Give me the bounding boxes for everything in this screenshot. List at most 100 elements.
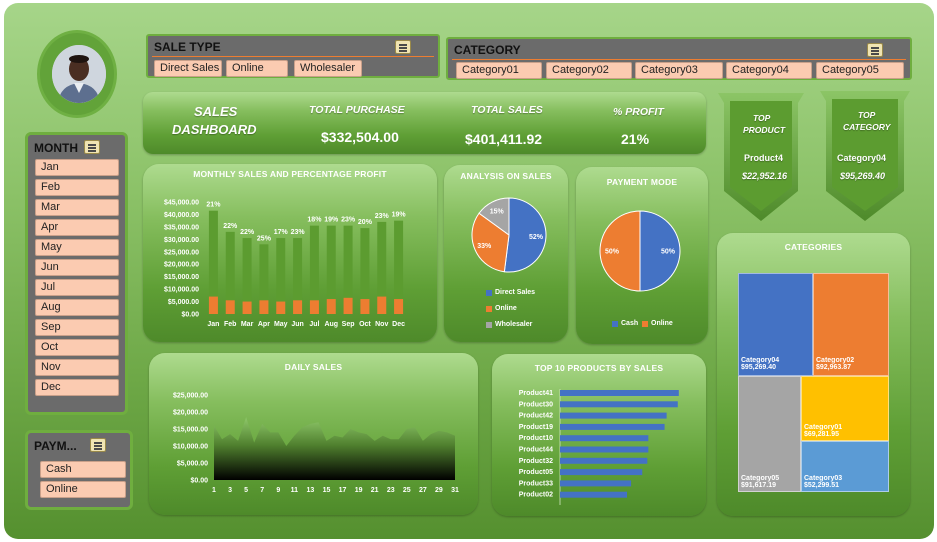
product-label: Product41 xyxy=(519,390,553,397)
profit-bar xyxy=(259,300,269,314)
x-tick-label: Feb xyxy=(224,321,236,328)
x-tick-label: Oct xyxy=(359,321,371,328)
profit-bar xyxy=(377,296,387,314)
y-tick-label: $35,000.00 xyxy=(164,224,199,231)
x-tick-label: Dec xyxy=(392,321,405,328)
legend-label: Wholesaler xyxy=(495,321,533,328)
x-tick-label: 11 xyxy=(291,487,299,494)
legend-label: Online xyxy=(495,305,517,312)
profit-percent-label: 23% xyxy=(375,213,390,220)
sales-bar xyxy=(394,220,404,314)
sale-type-chip[interactable]: Direct Sales xyxy=(154,60,222,77)
payment-chip[interactable]: Online xyxy=(40,481,126,498)
pie-slice xyxy=(471,212,510,273)
month-slicer: MONTH Jan Feb Mar Apr May Jun Jul Aug Sep Oct Nov D… xyxy=(25,132,128,415)
payment-chip[interactable]: Cash xyxy=(40,461,126,478)
profit-bar xyxy=(293,300,303,314)
month-chip[interactable]: Aug xyxy=(35,299,119,316)
pie-slice-label: 50% xyxy=(661,249,676,256)
y-tick-label: $5,000.00 xyxy=(168,299,199,306)
y-tick-label: $10,000.00 xyxy=(173,444,208,451)
month-chip[interactable]: Mar xyxy=(35,199,119,216)
top-category-label: CATEGORY xyxy=(843,122,891,132)
payment-mode-panel: PAYMENT MODE 50% 50% Cash Online xyxy=(576,167,708,344)
product-bar xyxy=(560,435,649,442)
month-chip[interactable]: Nov xyxy=(35,359,119,376)
pie-slice xyxy=(478,197,510,236)
month-chip[interactable]: Dec xyxy=(35,379,119,396)
product-label: Product19 xyxy=(519,424,553,431)
product-label: Product05 xyxy=(519,469,553,476)
monthly-sales-chart: $0.00 $5,000.00 $10,000.00 $15,000.00 $20,00… xyxy=(164,200,406,329)
month-chip[interactable]: Sep xyxy=(35,319,119,336)
treemap-tile-value: $91,617.19 xyxy=(741,482,777,489)
sale-type-chip[interactable]: Wholesaler xyxy=(294,60,362,77)
profit-percent-label: 19% xyxy=(324,217,339,224)
y-tick-label: $45,000.00 xyxy=(164,200,199,207)
sales-bar xyxy=(326,225,336,314)
product-label: Product30 xyxy=(519,401,553,408)
multi-select-icon[interactable] xyxy=(90,438,106,452)
product-label: Product42 xyxy=(519,413,553,420)
month-chip[interactable]: Jun xyxy=(35,259,119,276)
profit-bar xyxy=(225,300,235,314)
divider xyxy=(452,59,906,60)
top-category-name: Category04 xyxy=(837,153,887,163)
top-category-ribbon: TOP CATEGORY Category04 $95,269.40 xyxy=(820,89,910,223)
total-purchase-label: TOTAL PURCHASE xyxy=(309,104,405,116)
profit-bar xyxy=(326,299,336,314)
multi-select-icon[interactable] xyxy=(867,43,883,57)
multi-select-icon[interactable] xyxy=(395,40,411,54)
category-chip[interactable]: Category03 xyxy=(635,62,723,79)
category-chip[interactable]: Category04 xyxy=(726,62,812,79)
y-tick-label: $10,000.00 xyxy=(164,287,199,294)
top10-panel: TOP 10 PRODUCTS BY SALES Product41 Produc… xyxy=(492,354,706,516)
profit-percent-label: 18% xyxy=(307,217,322,224)
product-bar xyxy=(560,457,648,464)
treemap-tile-value: $95,269.40 xyxy=(741,364,777,371)
category-chip[interactable]: Category01 xyxy=(456,62,542,79)
product-bar xyxy=(560,480,632,487)
profit-percent-label: 25% xyxy=(257,235,272,242)
category-chip[interactable]: Category05 xyxy=(816,62,904,79)
month-chip[interactable]: Jul xyxy=(35,279,119,296)
month-chip[interactable]: Feb xyxy=(35,179,119,196)
daily-sales-area xyxy=(214,417,455,480)
treemap-tile-value: $69,281.95 xyxy=(804,431,840,438)
treemap-tile-name: Category01 xyxy=(804,424,843,431)
sales-bar xyxy=(276,238,286,314)
month-chip[interactable]: Apr xyxy=(35,219,119,236)
divider xyxy=(152,56,434,57)
profit-percent-label: 22% xyxy=(240,229,255,236)
profit-label: % PROFIT xyxy=(613,106,664,118)
x-tick-label: 15 xyxy=(323,487,331,494)
month-chip[interactable]: Oct xyxy=(35,339,119,356)
month-chip[interactable]: May xyxy=(35,239,119,256)
category-slicer: CATEGORY Category01 Category02 Category0… xyxy=(446,37,912,80)
product-label: Product02 xyxy=(519,492,553,499)
total-purchase-value: $332,504.00 xyxy=(321,129,399,145)
category-chip[interactable]: Category02 xyxy=(546,62,632,79)
profit-bar xyxy=(208,296,218,314)
x-tick-label: 1 xyxy=(212,487,216,494)
sale-type-chip[interactable]: Online xyxy=(226,60,288,77)
ribbon-shape xyxy=(820,91,910,221)
payment-title: PAYM... xyxy=(34,439,77,453)
profit-bar xyxy=(394,299,404,314)
payment-pie: 50% 50% xyxy=(599,210,681,292)
treemap-tile: Category05 $91,617.19 xyxy=(738,376,801,492)
daily-sales-panel: DAILY SALES $0.00 $5,000.00 $10,000.00 $15,… xyxy=(149,353,478,515)
multi-select-icon[interactable] xyxy=(84,140,100,154)
product-bar xyxy=(560,423,665,430)
y-tick-label: $25,000.00 xyxy=(173,393,208,400)
profit-bar xyxy=(242,301,252,314)
sale-type-title: SALE TYPE xyxy=(154,40,221,54)
analysis-pie: 52% 33% 15% xyxy=(471,197,547,273)
x-tick-label: 23 xyxy=(387,487,395,494)
payment-slicer: PAYM... Cash Online xyxy=(25,430,133,510)
sales-bar xyxy=(343,225,353,314)
month-chip[interactable]: Jan xyxy=(35,159,119,176)
y-tick-label: $20,000.00 xyxy=(164,262,199,269)
treemap-tile: Category01 $69,281.95 xyxy=(801,376,889,441)
profit-percent-label: 17% xyxy=(274,229,289,236)
